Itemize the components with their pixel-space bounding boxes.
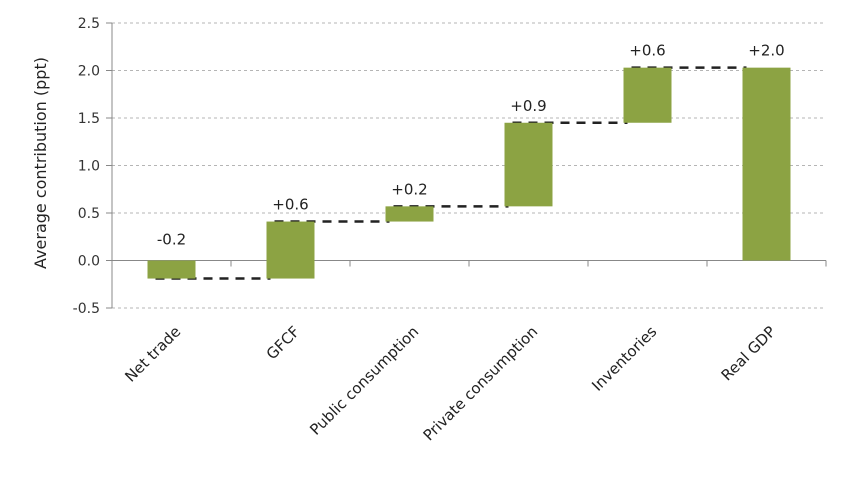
category-label: Public consumption	[306, 323, 422, 439]
y-tick-label: 0.0	[78, 254, 100, 270]
category-label: Inventories	[588, 322, 660, 394]
y-tick-label: 2.0	[78, 64, 100, 80]
y-tick-label: -0.5	[73, 301, 100, 317]
y-tick-label: 1.5	[78, 111, 100, 127]
y-tick-label: 1.0	[78, 159, 100, 175]
category-label: Private consumption	[420, 323, 542, 445]
data-labels: -0.2 +0.6 +0.2 +0.9 +0.6 +2.0	[157, 42, 785, 249]
category-label: GFCF	[263, 323, 304, 364]
bar	[266, 221, 315, 279]
gridlines	[112, 22, 826, 309]
y-axis-title: Average contribution (ppt)	[31, 57, 50, 269]
data-label: +0.6	[272, 196, 308, 214]
bar	[147, 260, 196, 279]
bar	[504, 122, 553, 207]
data-label: +2.0	[748, 42, 784, 60]
bar	[623, 67, 672, 123]
data-label: +0.6	[629, 42, 665, 60]
category-label: Net trade	[121, 323, 184, 386]
bars	[147, 67, 791, 279]
axes: -0.5 0.0 0.5 1.0 1.5 2.0 2.5	[73, 16, 827, 317]
category-label: Real GDP	[718, 323, 780, 385]
data-label: +0.2	[391, 180, 427, 198]
data-label: -0.2	[157, 231, 186, 249]
bar	[385, 206, 434, 222]
data-label: +0.9	[510, 97, 546, 115]
bar	[742, 67, 791, 261]
y-tick-label: 0.5	[78, 206, 100, 222]
y-tick-label: 2.5	[78, 16, 100, 32]
